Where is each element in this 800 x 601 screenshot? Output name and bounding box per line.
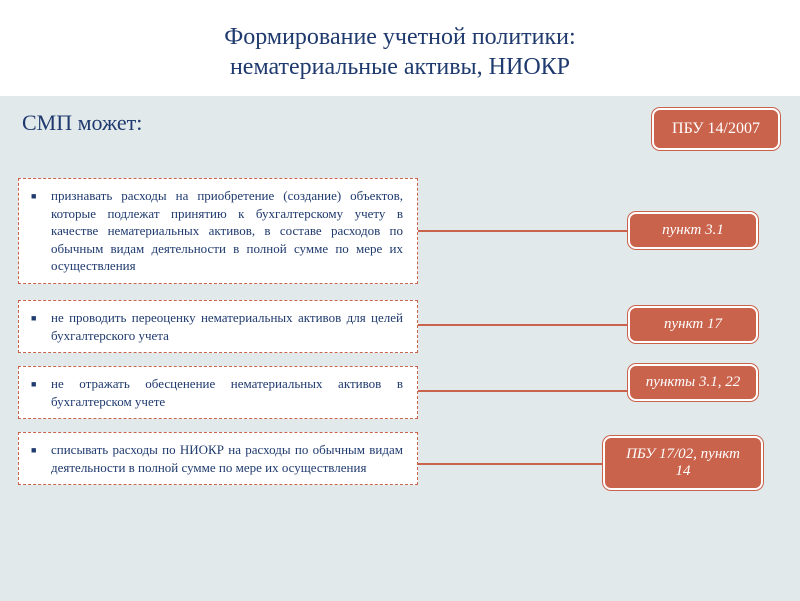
title-line2: нематериальные активы, НИОКР [230, 54, 570, 80]
rows-container: признавать расходы на приобретение (созд… [18, 178, 782, 494]
content-area: СМП может: ПБУ 14/2007 признавать расход… [0, 96, 800, 601]
connector-line [418, 324, 646, 326]
list-item: не отражать обесценение нематериальных а… [47, 375, 403, 410]
reference-badge: пункты 3.1, 22 [628, 364, 758, 401]
list-item: списывать расходы по НИОКР на расходы по… [47, 441, 403, 476]
list-item: признавать расходы на приобретение (созд… [47, 187, 403, 275]
connector-line [418, 230, 646, 232]
text-box: не отражать обесценение нематериальных а… [18, 366, 418, 419]
connector-line [418, 463, 618, 465]
row: списывать расходы по НИОКР на расходы по… [18, 432, 782, 494]
reference-badge: ПБУ 17/02, пункт 14 [603, 436, 763, 490]
text-box: не проводить переоценку нематериальных а… [18, 300, 418, 353]
row: не проводить переоценку нематериальных а… [18, 300, 782, 348]
reference-badge: пункт 17 [628, 306, 758, 343]
row: не отражать обесценение нематериальных а… [18, 366, 782, 414]
title-line1: Формирование учетной политики: [224, 24, 575, 50]
slide-title: Формирование учетной политики: нематериа… [0, 0, 800, 96]
reference-badge: пункт 3.1 [628, 212, 758, 249]
text-box: признавать расходы на приобретение (созд… [18, 178, 418, 284]
list-item: не проводить переоценку нематериальных а… [47, 309, 403, 344]
text-box: списывать расходы по НИОКР на расходы по… [18, 432, 418, 485]
connector-line [418, 390, 646, 392]
row: признавать расходы на приобретение (созд… [18, 178, 782, 282]
header-badge: ПБУ 14/2007 [652, 108, 780, 150]
